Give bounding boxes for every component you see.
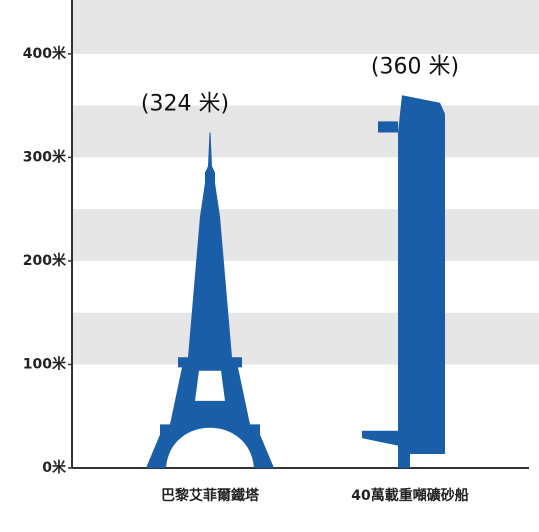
background-band: [72, 105, 539, 158]
background-band: [72, 312, 539, 365]
ship: [362, 95, 445, 468]
y-tick-label: 400米: [23, 45, 67, 62]
tower: [146, 132, 274, 468]
x-tick-label: 40萬載重噸礦砂船: [351, 487, 468, 504]
value-label: (360 米): [371, 54, 459, 79]
background-band: [72, 0, 539, 54]
y-tick-label: 100米: [23, 355, 67, 372]
y-tick-label: 300米: [23, 148, 67, 165]
y-tick-label: 200米: [23, 252, 67, 269]
value-label: (324 米): [141, 92, 229, 117]
background-band: [72, 209, 539, 261]
y-tick-label: 0米: [42, 459, 67, 476]
x-tick-label: 巴黎艾菲爾鐵塔: [161, 487, 260, 504]
